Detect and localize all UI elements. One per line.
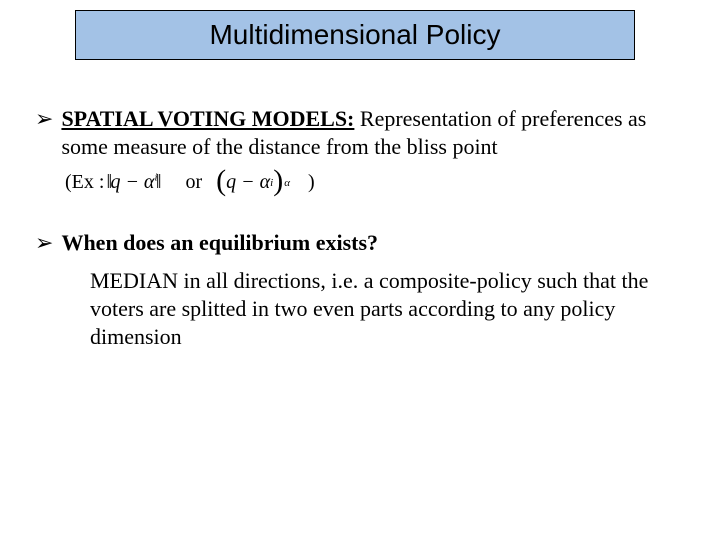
bullet-2: ➢ When does an equilibrium exists?	[35, 229, 685, 257]
bullet-2-body: MEDIAN in all directions, i.e. a composi…	[90, 267, 685, 351]
formula-norm: ‖ q − αi ‖	[110, 171, 157, 194]
bullet-1: ➢ SPATIAL VOTING MODELS: Representation …	[35, 105, 685, 161]
title-box: Multidimensional Policy	[75, 10, 635, 60]
bullet-1-heading: SPATIAL VOTING MODELS:	[61, 106, 354, 131]
slide-title: Multidimensional Policy	[209, 19, 500, 51]
formula-rparen: )	[273, 171, 283, 191]
formula-or: or	[186, 171, 203, 194]
formula-suffix: )	[308, 171, 315, 194]
formula-exp: α	[284, 177, 290, 189]
bullet-2-heading: When does an equilibrium exists?	[61, 230, 378, 255]
bullet-1-text: SPATIAL VOTING MODELS: Representation of…	[61, 105, 685, 161]
bullet-arrow-icon: ➢	[35, 229, 53, 257]
formula-var2: q − α	[226, 171, 270, 194]
content-area: ➢ SPATIAL VOTING MODELS: Representation …	[35, 105, 685, 351]
bullet-2-text: When does an equilibrium exists?	[61, 229, 378, 257]
formula-var1: q − α	[110, 171, 154, 193]
formula: (Ex : ‖ q − αi ‖ or ( q − αi ) α )	[65, 171, 685, 194]
bullet-arrow-icon: ➢	[35, 105, 53, 161]
formula-prefix: (Ex :	[65, 171, 104, 194]
formula-lparen: (	[216, 171, 226, 191]
